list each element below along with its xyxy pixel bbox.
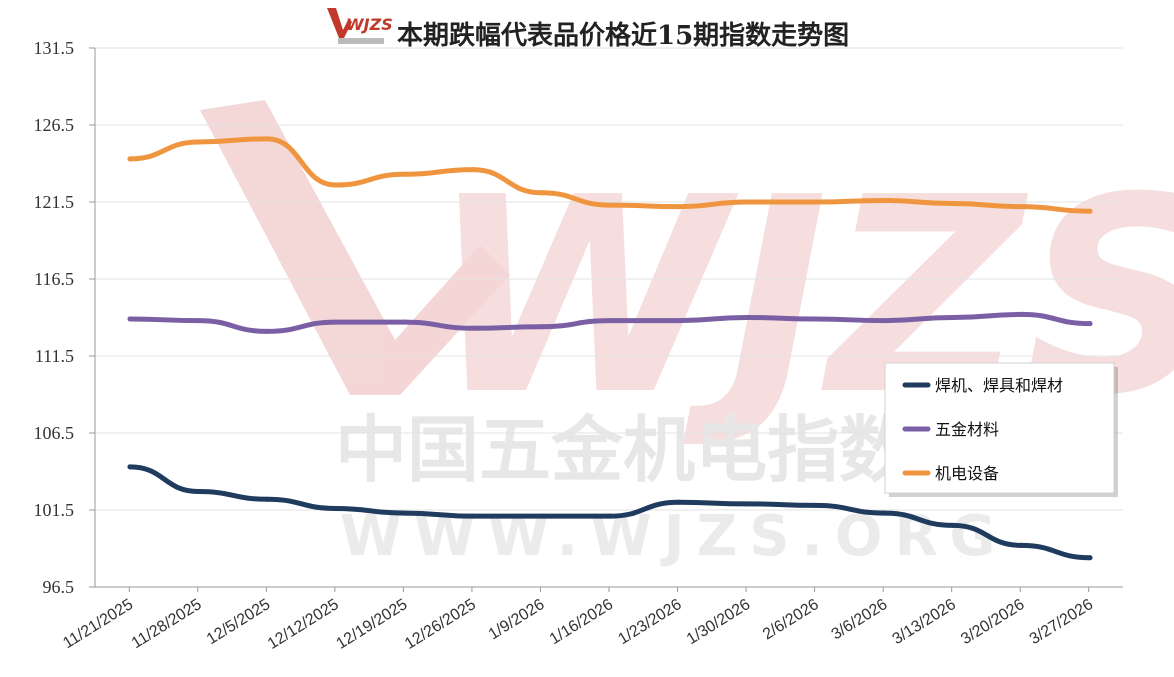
data-point [813, 502, 819, 508]
y-tick-label: 116.5 [34, 269, 74, 289]
x-tick-label: 2/6/2026 [760, 596, 822, 643]
data-point [196, 489, 202, 495]
data-point [264, 496, 270, 502]
data-point [264, 328, 270, 334]
data-point [813, 316, 819, 322]
data-point [127, 156, 133, 162]
x-tick-label: 12/5/2025 [204, 596, 273, 648]
data-point [538, 324, 544, 330]
data-point [1018, 311, 1024, 317]
x-tick-label: 1/30/2026 [684, 596, 753, 648]
data-point [676, 318, 682, 324]
chart-title: 本期跌幅代表品价格近15期指数走势图 [397, 20, 849, 51]
x-tick-label: 1/16/2026 [547, 596, 616, 648]
data-point [676, 204, 682, 210]
data-point [333, 182, 339, 188]
watermark-logo-mark [200, 100, 510, 395]
data-point [538, 190, 544, 196]
data-point [744, 315, 750, 320]
y-tick-label: 101.5 [34, 500, 75, 520]
x-tick-label: 3/20/2026 [958, 596, 1027, 648]
data-point [196, 139, 202, 145]
y-tick-label: 106.5 [34, 423, 75, 443]
data-point [538, 513, 544, 519]
data-point [401, 319, 407, 325]
data-point [607, 513, 613, 519]
x-tick-label: 12/26/2025 [402, 596, 479, 653]
data-point [333, 505, 339, 511]
data-point [950, 522, 956, 528]
watermark: WJZS 中国五金机电指数 WWW.WJZS.ORG [200, 100, 1174, 569]
data-point [127, 464, 133, 470]
data-point [1087, 208, 1093, 214]
data-point [1087, 555, 1093, 561]
data-point [470, 513, 476, 519]
x-tick-label: 11/21/2025 [60, 596, 136, 652]
data-point [881, 318, 887, 324]
svg-text:WJZS: WJZS [346, 15, 393, 34]
data-point [264, 136, 270, 142]
data-point [470, 325, 476, 331]
x-tick-label: 3/6/2026 [829, 596, 891, 643]
data-point [127, 316, 133, 322]
legend-label: 焊机、焊具和焊材 [935, 376, 1063, 395]
data-point [401, 171, 407, 177]
data-point [1087, 321, 1093, 327]
y-tick-label: 96.5 [43, 577, 75, 597]
data-point [881, 510, 887, 516]
x-tick-label: 1/9/2026 [486, 596, 548, 643]
x-tick-marks [128, 587, 1090, 592]
watermark-chinese: 中国五金机电指数 [335, 408, 911, 492]
legend-label: 五金材料 [935, 420, 999, 439]
wjzs-logo-icon: WJZS [327, 8, 393, 44]
data-point [881, 197, 887, 203]
data-point [744, 199, 750, 205]
series-lines [127, 136, 1093, 561]
data-point [401, 510, 407, 516]
y-tick-label: 111.5 [35, 346, 74, 366]
x-tick-label: 3/27/2026 [1027, 596, 1096, 648]
y-tick-label: 126.5 [34, 115, 75, 135]
data-point [813, 199, 819, 205]
x-tick-label: 11/28/2025 [129, 596, 205, 652]
data-point [196, 318, 202, 324]
data-point [950, 201, 956, 207]
x-tick-label: 1/23/2026 [615, 596, 684, 648]
y-tick-label: 131.5 [34, 38, 75, 58]
series-line-2 [127, 136, 1093, 214]
data-point [607, 318, 613, 324]
y-tick-label: 121.5 [34, 192, 75, 212]
y-tick-labels: 131.5 126.5 121.5 116.5 111.5 106.5 101.5 96.5 [34, 38, 75, 597]
x-tick-label: 12/19/2025 [333, 596, 410, 653]
x-tick-label: 12/12/2025 [265, 596, 342, 653]
data-point [607, 202, 613, 208]
data-point [676, 499, 682, 505]
data-point [333, 319, 339, 325]
data-point [470, 167, 476, 173]
data-point [1018, 542, 1024, 548]
legend-label: 机电设备 [935, 464, 999, 483]
data-point [950, 315, 956, 320]
x-tick-label: 3/13/2026 [890, 596, 959, 648]
y-tick-marks [89, 47, 95, 588]
data-point [1018, 204, 1024, 210]
chart-title-block: WJZS 本期跌幅代表品价格近15期指数走势图 [327, 8, 849, 51]
data-point [744, 501, 750, 507]
